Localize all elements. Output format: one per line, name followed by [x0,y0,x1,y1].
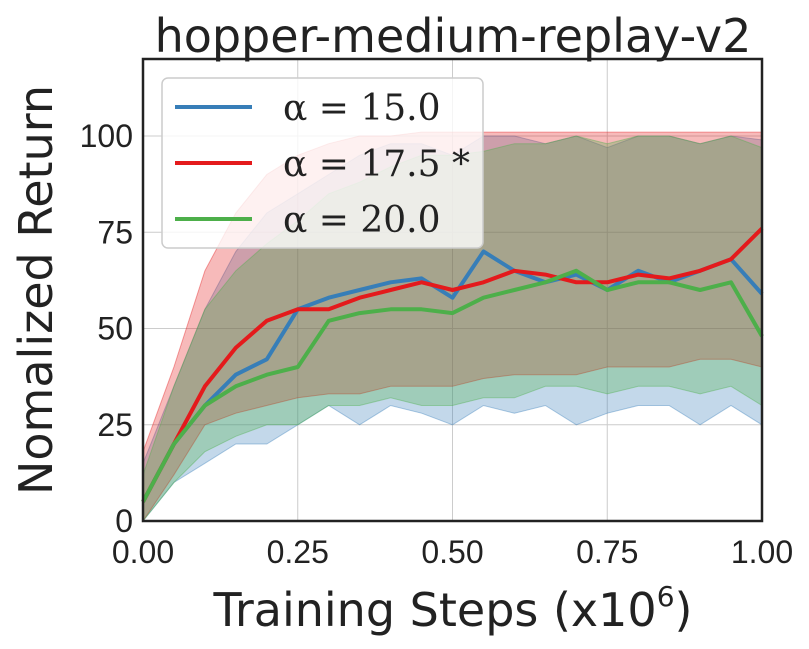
series-line [141,268,764,503]
x-tick-label: 0.50 [421,534,483,570]
x-tick-label: 0.25 [267,534,329,570]
y-axis-ticks: 0 25 50 75 100 [80,118,133,539]
y-tick-label: 50 [97,311,133,347]
legend: α = 15.0 α = 17.5 * α = 20.0 [161,77,484,249]
x-axis-label-exponent: 6 [657,580,675,613]
x-tick-label: 0.75 [576,534,638,570]
y-axis-label: Nomalized Return [9,85,63,495]
legend-label: α = 20.0 [283,200,441,241]
chart-title: hopper-medium-replay-v2 [155,9,752,63]
y-tick-label: 0 [115,503,133,539]
y-tick-label: 25 [97,407,133,443]
legend-box [161,77,484,249]
x-tick-label: 1.00 [731,534,793,570]
x-axis-label: Training Steps (x106) [213,580,693,637]
y-tick-label: 100 [80,118,133,154]
legend-label: α = 15.0 [283,88,441,129]
x-axis-ticks: 0.00 0.25 0.50 0.75 1.00 [112,534,793,570]
x-tick-label: 0.00 [112,534,174,570]
series-lines [141,226,764,503]
series-line [141,226,764,503]
plot-frame [141,57,764,523]
legend-label: α = 17.5 * [283,144,470,185]
y-tick-label: 75 [97,214,133,250]
